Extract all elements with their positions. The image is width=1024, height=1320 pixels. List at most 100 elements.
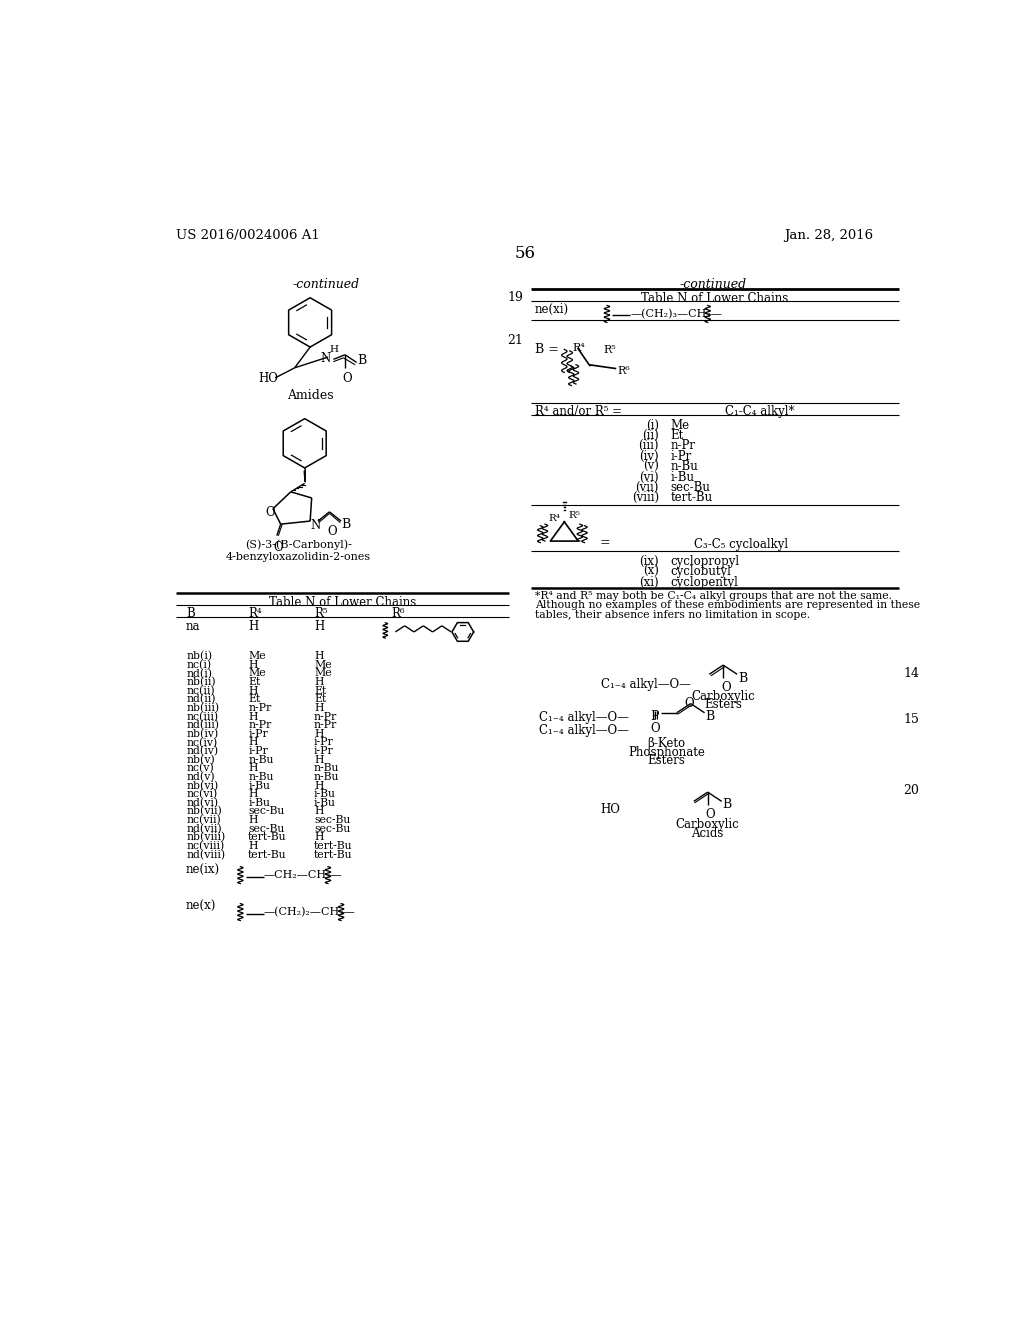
Text: i-Pr: i-Pr: [671, 450, 692, 463]
Text: H: H: [314, 619, 325, 632]
Text: B: B: [341, 517, 350, 531]
Text: Table N of Lower Chains: Table N of Lower Chains: [641, 292, 788, 305]
Text: nc(viii): nc(viii): [186, 841, 224, 851]
Text: nb(vii): nb(vii): [186, 807, 222, 817]
Text: Me: Me: [248, 651, 266, 661]
Polygon shape: [295, 347, 310, 368]
Text: H: H: [314, 807, 324, 817]
Text: nc(ii): nc(ii): [186, 685, 215, 696]
Text: sec-Bu: sec-Bu: [248, 824, 285, 834]
Text: O: O: [684, 697, 694, 710]
Text: (i): (i): [646, 418, 658, 432]
Text: N: N: [321, 352, 331, 366]
Text: sec-Bu: sec-Bu: [314, 824, 350, 834]
Text: cyclopentyl: cyclopentyl: [671, 576, 738, 589]
Text: HO: HO: [601, 803, 621, 816]
Text: (xi): (xi): [639, 576, 658, 589]
Text: *R⁴ and R⁵ may both be C₁-C₄ alkyl groups that are not the same.: *R⁴ and R⁵ may both be C₁-C₄ alkyl group…: [535, 591, 892, 601]
Text: Et: Et: [248, 677, 260, 688]
Text: na: na: [186, 619, 201, 632]
Text: H: H: [248, 738, 258, 747]
Text: n-Pr: n-Pr: [248, 704, 271, 713]
Text: n-Bu: n-Bu: [314, 772, 340, 781]
Text: ne(ix): ne(ix): [186, 863, 220, 875]
Text: Table N of Lower Chains: Table N of Lower Chains: [269, 595, 417, 609]
Text: nc(iv): nc(iv): [186, 738, 217, 747]
Text: cyclobutyl: cyclobutyl: [671, 565, 731, 578]
Text: (v): (v): [643, 461, 658, 474]
Text: O: O: [706, 808, 715, 821]
Text: H: H: [248, 660, 258, 669]
Text: H: H: [248, 814, 258, 825]
Text: C₁-C₄ alkyl*: C₁-C₄ alkyl*: [725, 405, 795, 418]
Text: ne(xi): ne(xi): [535, 304, 569, 317]
Text: H: H: [314, 677, 324, 688]
Text: i-Bu: i-Bu: [248, 797, 270, 808]
Text: R⁶: R⁶: [617, 367, 631, 376]
Text: nd(viii): nd(viii): [186, 850, 225, 859]
Text: Esters: Esters: [705, 698, 742, 711]
Text: R⁵: R⁵: [568, 511, 580, 520]
Text: H: H: [248, 619, 258, 632]
Text: Me: Me: [248, 668, 266, 678]
Text: n-Bu: n-Bu: [314, 763, 340, 774]
Text: O: O: [328, 525, 337, 539]
Text: O: O: [721, 681, 730, 694]
Text: —(CH₂)₃—CH₂—: —(CH₂)₃—CH₂—: [630, 309, 722, 319]
Text: N: N: [311, 519, 322, 532]
Text: tert-Bu: tert-Bu: [671, 491, 713, 504]
Text: R⁴: R⁴: [549, 515, 561, 523]
Text: (viii): (viii): [632, 491, 658, 504]
Text: Me: Me: [314, 660, 332, 669]
Text: H: H: [314, 651, 324, 661]
Text: =: =: [599, 536, 610, 549]
Text: n-Pr: n-Pr: [314, 711, 337, 722]
Text: nd(iii): nd(iii): [186, 721, 219, 730]
Text: tert-Bu: tert-Bu: [314, 850, 352, 859]
Text: n-Bu: n-Bu: [248, 755, 273, 764]
Text: C₁₋₄ alkyl—O—: C₁₋₄ alkyl—O—: [601, 678, 690, 692]
Text: Me: Me: [314, 668, 332, 678]
Text: (S)-3-(B-Carbonyl)-
4-benzyloxazolidin-2-ones: (S)-3-(B-Carbonyl)- 4-benzyloxazolidin-2…: [226, 540, 371, 562]
Text: —(CH₂)₂—CH₂—: —(CH₂)₂—CH₂—: [263, 907, 355, 917]
Text: nb(viii): nb(viii): [186, 833, 225, 842]
Text: sec-Bu: sec-Bu: [314, 814, 350, 825]
Text: i-Bu: i-Bu: [314, 789, 336, 799]
Text: C₁₋₄ alkyl—O—: C₁₋₄ alkyl—O—: [539, 711, 629, 725]
Text: B =: B =: [535, 343, 559, 356]
Text: P: P: [650, 710, 659, 723]
Text: nc(vi): nc(vi): [186, 789, 217, 800]
Text: C₃-C₅ cycloalkyl: C₃-C₅ cycloalkyl: [693, 539, 787, 550]
Text: R⁴ and/or R⁵ =: R⁴ and/or R⁵ =: [535, 405, 622, 418]
Text: C₁₋₄ alkyl—O—: C₁₋₄ alkyl—O—: [539, 725, 629, 738]
Text: n-Pr: n-Pr: [671, 440, 695, 453]
Text: Although no examples of these embodiments are represented in these: Although no examples of these embodiment…: [535, 601, 920, 610]
Text: Et: Et: [671, 429, 684, 442]
Text: H: H: [314, 833, 324, 842]
Text: O: O: [343, 372, 352, 384]
Text: Carboxylic: Carboxylic: [676, 818, 739, 832]
Text: tert-Bu: tert-Bu: [248, 850, 287, 859]
Text: i-Pr: i-Pr: [314, 746, 334, 756]
Text: O: O: [273, 541, 283, 554]
Text: sec-Bu: sec-Bu: [248, 807, 285, 817]
Text: (ii): (ii): [642, 429, 658, 442]
Text: Me: Me: [671, 418, 689, 432]
Text: i-Bu: i-Bu: [314, 797, 336, 808]
Text: US 2016/0024006 A1: US 2016/0024006 A1: [176, 230, 319, 243]
Text: n-Pr: n-Pr: [248, 721, 271, 730]
Text: -continued: -continued: [680, 277, 746, 290]
Text: β-Keto: β-Keto: [647, 738, 686, 751]
Text: R⁶: R⁶: [391, 607, 406, 620]
Text: R⁴: R⁴: [248, 607, 262, 620]
Text: 15: 15: [903, 713, 919, 726]
Text: (vi): (vi): [639, 471, 658, 483]
Text: nc(i): nc(i): [186, 660, 211, 671]
Text: nb(iv): nb(iv): [186, 729, 218, 739]
Text: 14: 14: [903, 667, 919, 680]
Text: (ix): (ix): [639, 554, 658, 568]
Text: nc(iii): nc(iii): [186, 711, 218, 722]
Text: —CH₂—CH₂—: —CH₂—CH₂—: [263, 870, 342, 880]
Text: 21: 21: [507, 334, 523, 347]
Text: Et: Et: [248, 694, 260, 705]
